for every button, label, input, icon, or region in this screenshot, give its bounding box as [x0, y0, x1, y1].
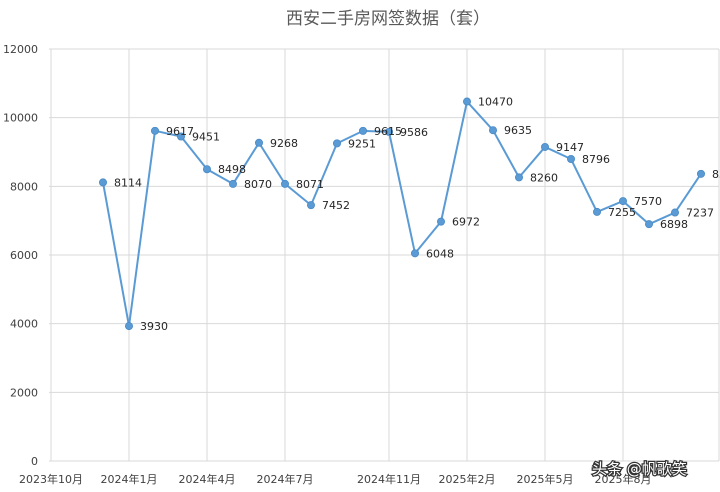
data-label: 8498	[218, 163, 246, 176]
x-tick-label: 2023年10月	[19, 472, 83, 486]
x-tick-label: 2024年11月	[357, 472, 421, 486]
data-point	[619, 197, 628, 206]
data-label: 8260	[530, 171, 558, 184]
data-point	[384, 127, 393, 136]
data-label: 8114	[114, 176, 142, 189]
data-label: 9586	[400, 126, 428, 139]
data-point	[125, 322, 134, 331]
y-tick-label: 10000	[3, 112, 38, 125]
y-tick-label: 0	[31, 455, 38, 468]
y-axis-ticks: 0 2000 4000 6000 8000 10000 12000	[3, 43, 38, 468]
data-point	[436, 217, 445, 226]
data-label: 9615	[374, 125, 402, 138]
data-label: 7452	[322, 199, 350, 212]
data-label: 3930	[140, 320, 168, 333]
data-point	[280, 179, 289, 188]
data-point	[358, 126, 367, 135]
series-line	[102, 100, 702, 328]
data-point	[697, 169, 706, 178]
data-point	[306, 201, 315, 210]
chart-title: 西安二手房网签数据（套）	[286, 9, 490, 29]
data-label: 8796	[582, 153, 610, 166]
data-label: 6972	[452, 216, 480, 229]
x-axis-ticks: 2023年10月 2024年1月 2024年4月 2024年7月 2024年11月 202…	[19, 472, 652, 486]
y-tick-label: 6000	[10, 249, 38, 262]
y-tick-label: 2000	[10, 386, 38, 399]
data-point	[567, 155, 576, 164]
data-label: 7255	[608, 206, 636, 219]
data-label: 9268	[270, 137, 298, 150]
data-points	[99, 97, 706, 331]
gridlines	[49, 48, 720, 462]
data-point	[228, 179, 237, 188]
x-tick-label: 2024年7月	[257, 472, 314, 486]
data-label: 10470	[478, 96, 513, 109]
data-point	[176, 132, 185, 141]
data-label: 7237	[686, 207, 714, 220]
data-point	[254, 138, 263, 147]
data-point	[671, 208, 680, 217]
data-label: 9147	[556, 141, 584, 154]
data-point	[541, 142, 550, 151]
data-point	[410, 249, 419, 258]
y-tick-label: 4000	[10, 318, 38, 331]
data-point	[99, 178, 108, 187]
data-label: 8070	[244, 178, 272, 191]
data-label: 9635	[504, 124, 532, 137]
x-tick-label: 2025年5月	[517, 472, 574, 486]
data-label: 9451	[192, 131, 220, 144]
watermark-text: 头条 @帆歌笑	[592, 460, 687, 478]
data-point	[593, 207, 602, 216]
data-label: 9617	[166, 125, 194, 138]
data-label: 8071	[296, 178, 324, 191]
data-label: 7570	[634, 195, 662, 208]
data-point	[462, 97, 471, 106]
data-label: 9251	[348, 137, 376, 150]
x-tick-label: 2025年8月	[595, 472, 652, 486]
x-tick-label: 2024年4月	[179, 472, 236, 486]
watermark: 头条 @帆歌笑	[591, 459, 688, 480]
data-label: 6048	[426, 247, 454, 260]
data-point	[150, 126, 159, 135]
y-tick-label: 8000	[10, 180, 38, 193]
data-point	[488, 126, 497, 135]
data-point	[645, 220, 654, 229]
data-label: 8364	[712, 168, 720, 181]
data-label: 6898	[660, 218, 688, 231]
y-tick-label: 12000	[3, 43, 38, 56]
x-tick-label: 2024年1月	[101, 472, 158, 486]
data-point	[332, 139, 341, 148]
data-point	[515, 173, 524, 182]
x-tick-label: 2025年2月	[439, 472, 496, 486]
data-point	[202, 165, 211, 174]
